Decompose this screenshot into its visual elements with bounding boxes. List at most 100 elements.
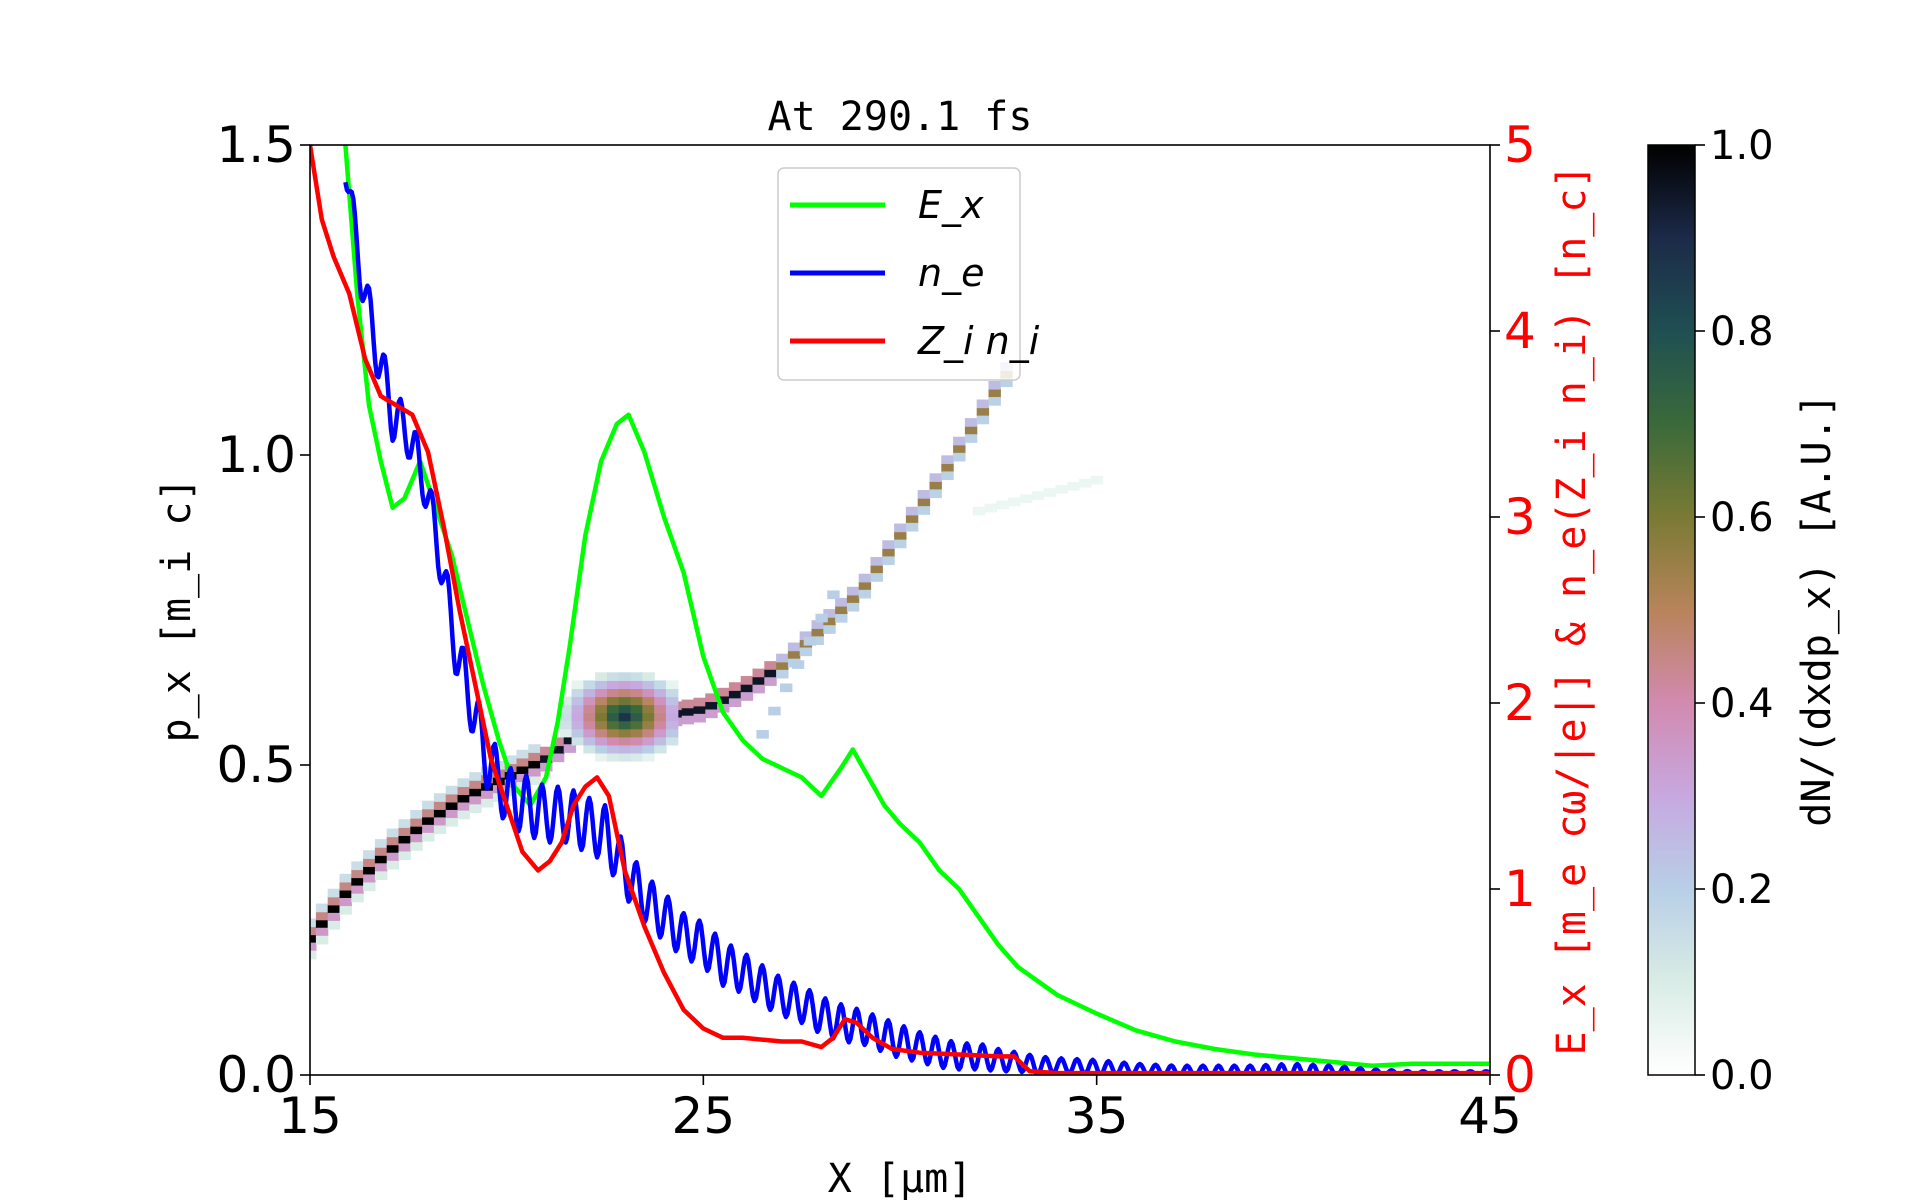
phase-space-cell xyxy=(717,695,730,705)
phase-space-cell xyxy=(374,871,388,880)
x-tick-label: 15 xyxy=(278,1087,342,1145)
phase-space-cell xyxy=(811,636,824,646)
phase-space-cell xyxy=(606,736,620,746)
phase-space-cell xyxy=(752,684,765,694)
x-tick-label: 25 xyxy=(672,1087,736,1145)
phase-space-cell xyxy=(315,935,329,945)
phase-space-cell xyxy=(984,503,997,513)
phase-space-cell xyxy=(654,744,667,754)
phase-space-cell xyxy=(835,605,848,615)
phase-space-cell xyxy=(823,609,836,618)
phase-space-cell xyxy=(315,927,329,937)
phase-space-cell xyxy=(1043,488,1056,497)
phase-space-cell xyxy=(929,481,942,491)
phase-space-cell xyxy=(386,836,400,846)
phase-space-cell xyxy=(693,705,706,715)
phase-space-cell xyxy=(457,786,470,796)
phase-space-cell xyxy=(606,712,620,722)
colorbar-tick-label: 0.6 xyxy=(1710,495,1774,541)
phase-space-cell xyxy=(504,787,518,797)
colorbar-tick-label: 0.4 xyxy=(1710,681,1774,727)
phase-space-cell xyxy=(606,720,620,730)
phase-space-cell xyxy=(630,680,643,690)
phase-space-cell xyxy=(815,613,828,623)
phase-space-cell xyxy=(606,688,620,698)
phase-space-cell xyxy=(642,704,655,714)
phase-space-cell xyxy=(964,434,978,443)
phase-space-cell xyxy=(386,844,400,854)
phase-space-cell xyxy=(764,677,777,686)
phase-space-cell xyxy=(469,788,482,797)
phase-space-cell xyxy=(976,407,990,417)
phase-space-cell xyxy=(764,661,777,670)
phase-space-cell xyxy=(327,896,341,906)
phase-space-cell xyxy=(618,720,632,730)
phase-space-cell xyxy=(618,736,632,746)
phase-space-cell xyxy=(351,877,364,887)
phase-space-cell xyxy=(386,828,400,838)
phase-space-cell xyxy=(988,380,1001,390)
phase-space-cell xyxy=(481,798,494,808)
phase-space-cell xyxy=(681,707,695,717)
phase-space-cell xyxy=(740,676,754,685)
phase-space-cell xyxy=(630,696,643,706)
phase-space-cell xyxy=(583,680,596,690)
phase-space-cell xyxy=(654,688,667,698)
phase-space-cell xyxy=(559,704,573,714)
phase-space-cell xyxy=(540,754,553,764)
phase-space-cell xyxy=(339,889,352,899)
phase-space-cell xyxy=(571,728,584,738)
phase-space-cell xyxy=(618,712,632,722)
phase-space-cell xyxy=(941,463,954,473)
phase-space-cell xyxy=(563,736,577,745)
phase-space-cell xyxy=(803,636,817,646)
phase-space-cell xyxy=(665,736,679,746)
phase-space-cell xyxy=(882,556,895,566)
phase-space-cell xyxy=(787,650,801,660)
phase-space-cell xyxy=(618,672,632,681)
legend: E_x n_e Z_i n_i xyxy=(777,167,1040,381)
phase-space-cell xyxy=(528,760,541,770)
phase-space-cell xyxy=(630,688,643,698)
phase-space-cell xyxy=(917,506,931,515)
phase-space-cell xyxy=(559,696,573,706)
phase-space-cell xyxy=(630,720,643,730)
phase-space-cell xyxy=(457,778,470,787)
phase-space-cell xyxy=(571,712,584,722)
phase-space-cell xyxy=(528,744,541,753)
phase-space-cell xyxy=(728,682,742,691)
x-tick-label: 45 xyxy=(1458,1087,1522,1145)
phase-space-cell xyxy=(728,690,742,699)
phase-space-cell xyxy=(665,688,679,698)
phase-space-cell xyxy=(398,835,411,845)
phase-space-cell xyxy=(846,594,860,604)
phase-space-cell xyxy=(583,720,596,730)
phase-space-cell xyxy=(642,696,655,706)
phase-space-cell xyxy=(457,794,470,804)
phase-space-cell xyxy=(929,473,942,482)
phase-space-cell xyxy=(654,728,667,738)
phase-space-cell xyxy=(705,709,718,719)
phase-space-cell xyxy=(941,455,954,464)
phase-space-cell xyxy=(469,804,482,814)
phase-space-cell xyxy=(964,426,978,435)
phase-space-cell xyxy=(351,869,364,879)
colorbar-tick-label: 0.2 xyxy=(1710,867,1774,913)
colorbar-tick-label: 0.0 xyxy=(1710,1053,1774,1099)
phase-space-cell xyxy=(327,920,341,930)
phase-space-cell xyxy=(618,680,632,690)
phase-space-cell xyxy=(315,911,329,921)
series-line-E_x xyxy=(343,145,1490,1068)
phase-space-cell xyxy=(469,772,482,781)
phase-space-cell xyxy=(339,881,352,891)
phase-space-cell xyxy=(1031,491,1045,500)
phase-space-cell xyxy=(693,713,706,723)
phase-space-cell xyxy=(583,744,596,754)
phase-space-cell xyxy=(516,749,529,759)
phase-space-cell xyxy=(642,752,655,762)
phase-space-cell xyxy=(606,744,620,754)
phase-space-cell xyxy=(618,696,632,706)
phase-space-cell xyxy=(972,506,986,516)
phase-space-histogram xyxy=(310,362,1104,960)
phase-space-cell xyxy=(846,602,860,612)
